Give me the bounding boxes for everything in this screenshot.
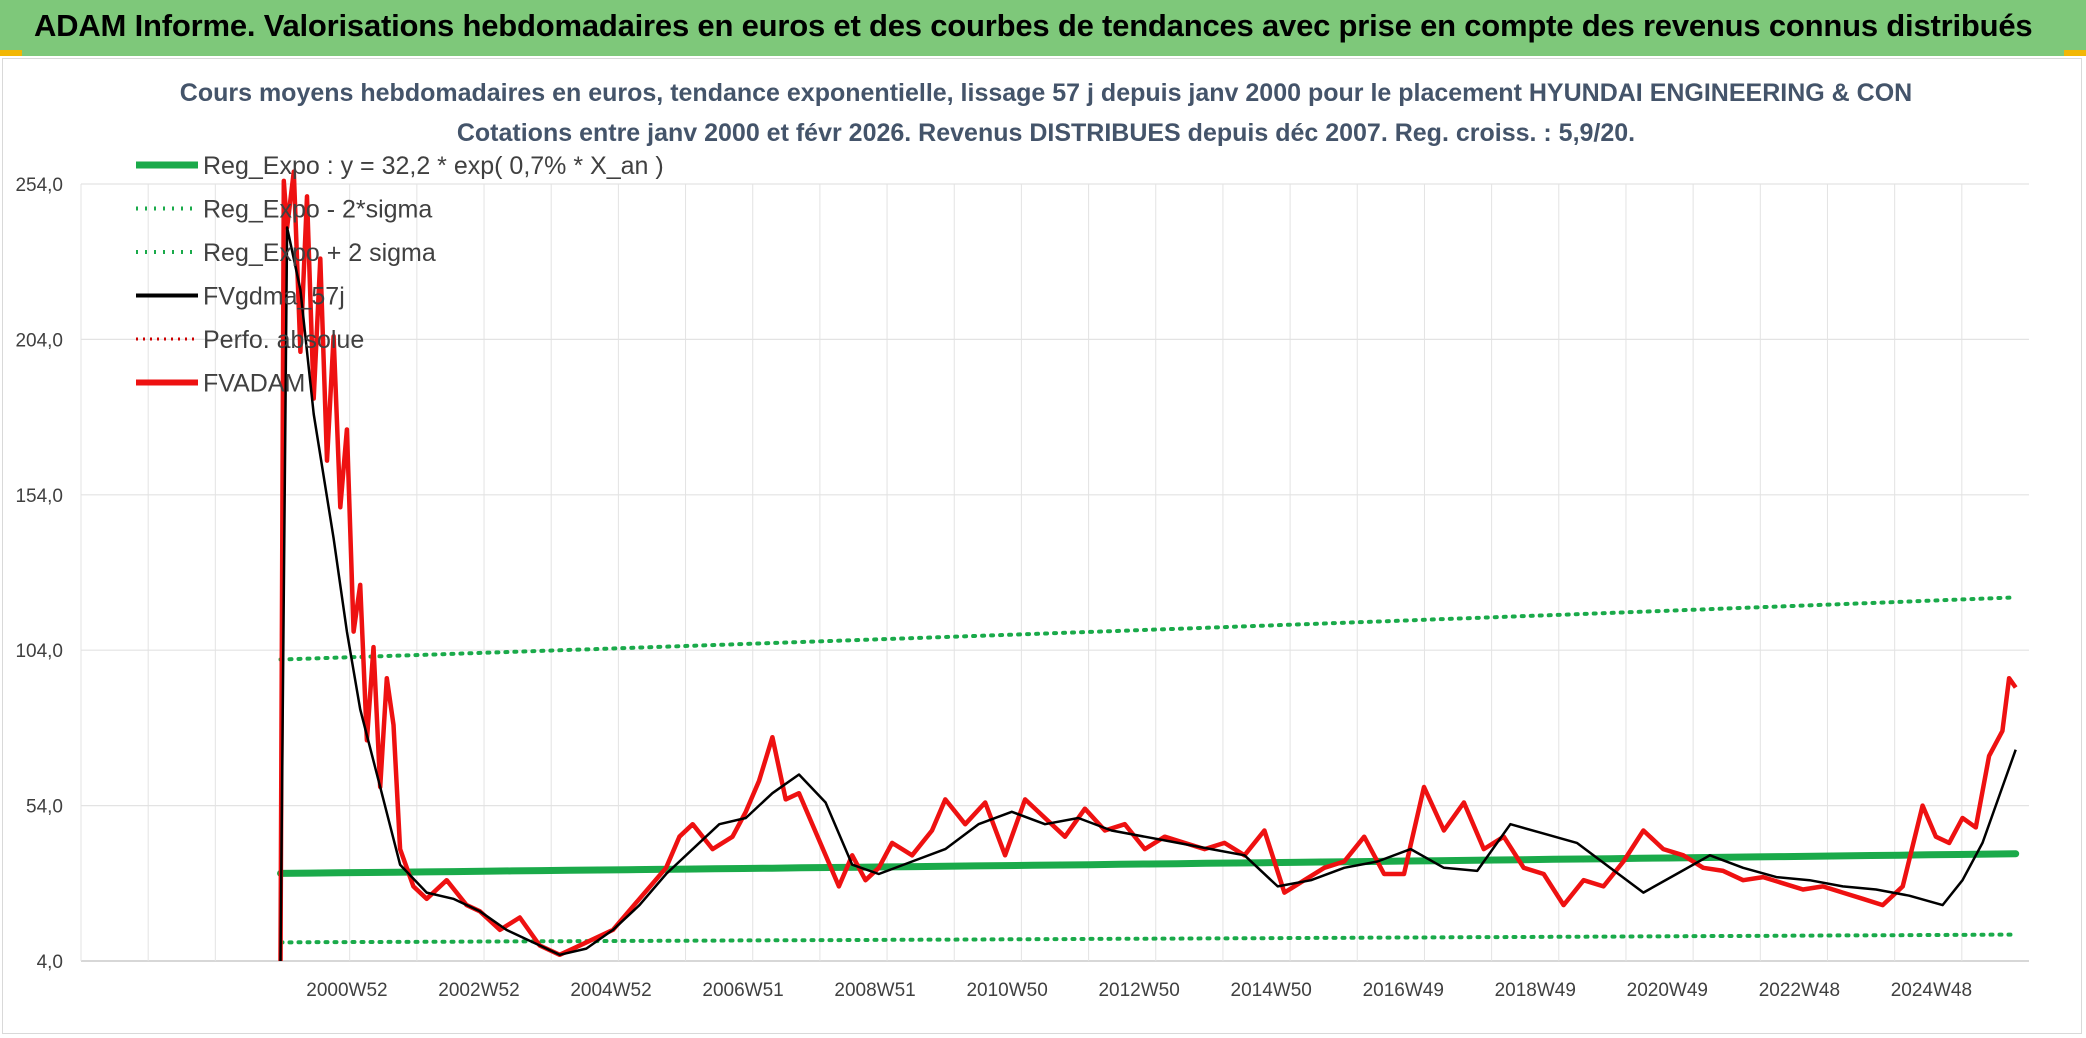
series-reg-expo-minus-2sigma [278,932,2018,945]
chart-frame: Cours moyens hebdomadaires en euros, ten… [2,58,2082,1034]
legend-label: Perfo. absolue [203,326,364,354]
banner-corner-right [2064,50,2086,56]
legend-label: Reg_Expo - 2*sigma [203,196,432,224]
legend-label: FVADAM [203,370,305,398]
x-axis-ticks: 2000W52 2002W52 2004W52 2006W51 2008W51 2010W… [306,980,1972,1001]
x-tick-label: 2002W52 [438,980,519,1001]
chart-grid [80,183,2029,962]
legend-label: Reg_Expo : y = 32,2 * exp( 0,7% * X_an ) [203,152,664,180]
x-tick-label: 2012W50 [1098,980,1179,1001]
report-banner: ADAM Informe. Valorisations hebdomadaire… [0,0,2086,56]
chart-title: Cours moyens hebdomadaires en euros, ten… [180,79,1912,107]
x-tick-label: 2024W48 [1891,980,1972,1001]
x-tick-label: 2014W50 [1231,980,1312,1001]
series-fvgdma-57j [279,226,2017,962]
x-tick-label: 2022W48 [1759,980,1840,1001]
y-tick-label: 154,0 [15,486,63,507]
chart-series [277,169,2020,962]
series-reg-expo [277,850,2020,877]
x-tick-label: 2020W49 [1627,980,1708,1001]
x-tick-label: 2000W52 [306,980,387,1001]
x-tick-label: 2010W50 [966,980,1047,1001]
series-fvadam [278,169,2018,962]
series-reg-expo-plus-2sigma [278,595,2018,662]
y-tick-label: 4,0 [37,952,63,973]
y-axis-ticks: 254,0 204,0 154,0 104,0 54,0 4,0 [15,175,63,973]
banner-corner-left [0,50,22,56]
y-tick-label: 104,0 [15,641,63,662]
chart-subtitle: Cotations entre janv 2000 et févr 2026. … [457,119,1635,147]
legend-label: FVgdma_57j [203,283,345,311]
report-title: ADAM Informe. Valorisations hebdomadaire… [34,8,2033,43]
y-tick-label: 254,0 [15,175,63,196]
chart-legend: Reg_Expo : y = 32,2 * exp( 0,7% * X_an )… [136,152,664,398]
x-tick-label: 2004W52 [570,980,651,1001]
y-tick-label: 54,0 [26,797,63,818]
x-tick-label: 2018W49 [1495,980,1576,1001]
x-tick-label: 2008W51 [834,980,915,1001]
y-tick-label: 204,0 [15,330,63,351]
legend-label: Reg_Expo + 2 sigma [203,239,436,267]
x-tick-label: 2006W51 [702,980,783,1001]
chart-svg: Cours moyens hebdomadaires en euros, ten… [15,79,2029,1001]
x-tick-label: 2016W49 [1363,980,1444,1001]
